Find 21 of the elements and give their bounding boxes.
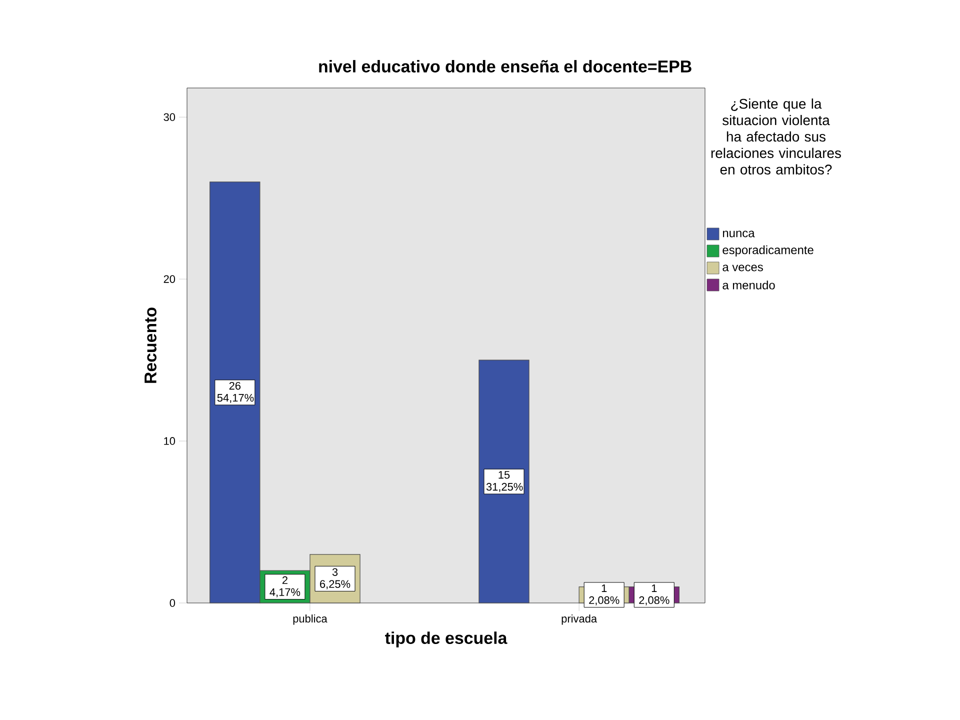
y-tick-label: 30: [164, 113, 176, 122]
x-tick-label: publica: [293, 614, 328, 625]
data-label: 1 2,08%: [639, 584, 670, 606]
legend-label: nunca: [723, 230, 755, 238]
data-label: 26 54,17%: [217, 382, 254, 403]
y-tick-label: 20: [164, 275, 176, 283]
x-tick-label: privada: [562, 614, 598, 625]
y-tick-label: 10: [164, 437, 176, 445]
legend-label: a menudo: [722, 280, 775, 290]
x-axis-title: tipo de escuela: [385, 632, 508, 648]
legend-title: ¿Siente que la situacion violenta ha afectado sus relaciones vinculares en otros ambitos?: [711, 98, 841, 175]
y-axis-title: Recuento: [144, 308, 156, 383]
data-label: 15 31,25%: [486, 471, 523, 492]
legend-label: a veces: [722, 264, 763, 272]
data-label: 1 2,08%: [589, 584, 620, 606]
legend-label: esporadicamente: [722, 245, 814, 257]
data-label: 3 6,25%: [320, 568, 350, 590]
y-tick-label: 0: [170, 599, 176, 607]
chart-title: nivel educativo donde enseña el docente=EPB: [319, 60, 692, 72]
data-label: 2 4,17%: [270, 576, 300, 598]
bar: [478, 360, 530, 604]
